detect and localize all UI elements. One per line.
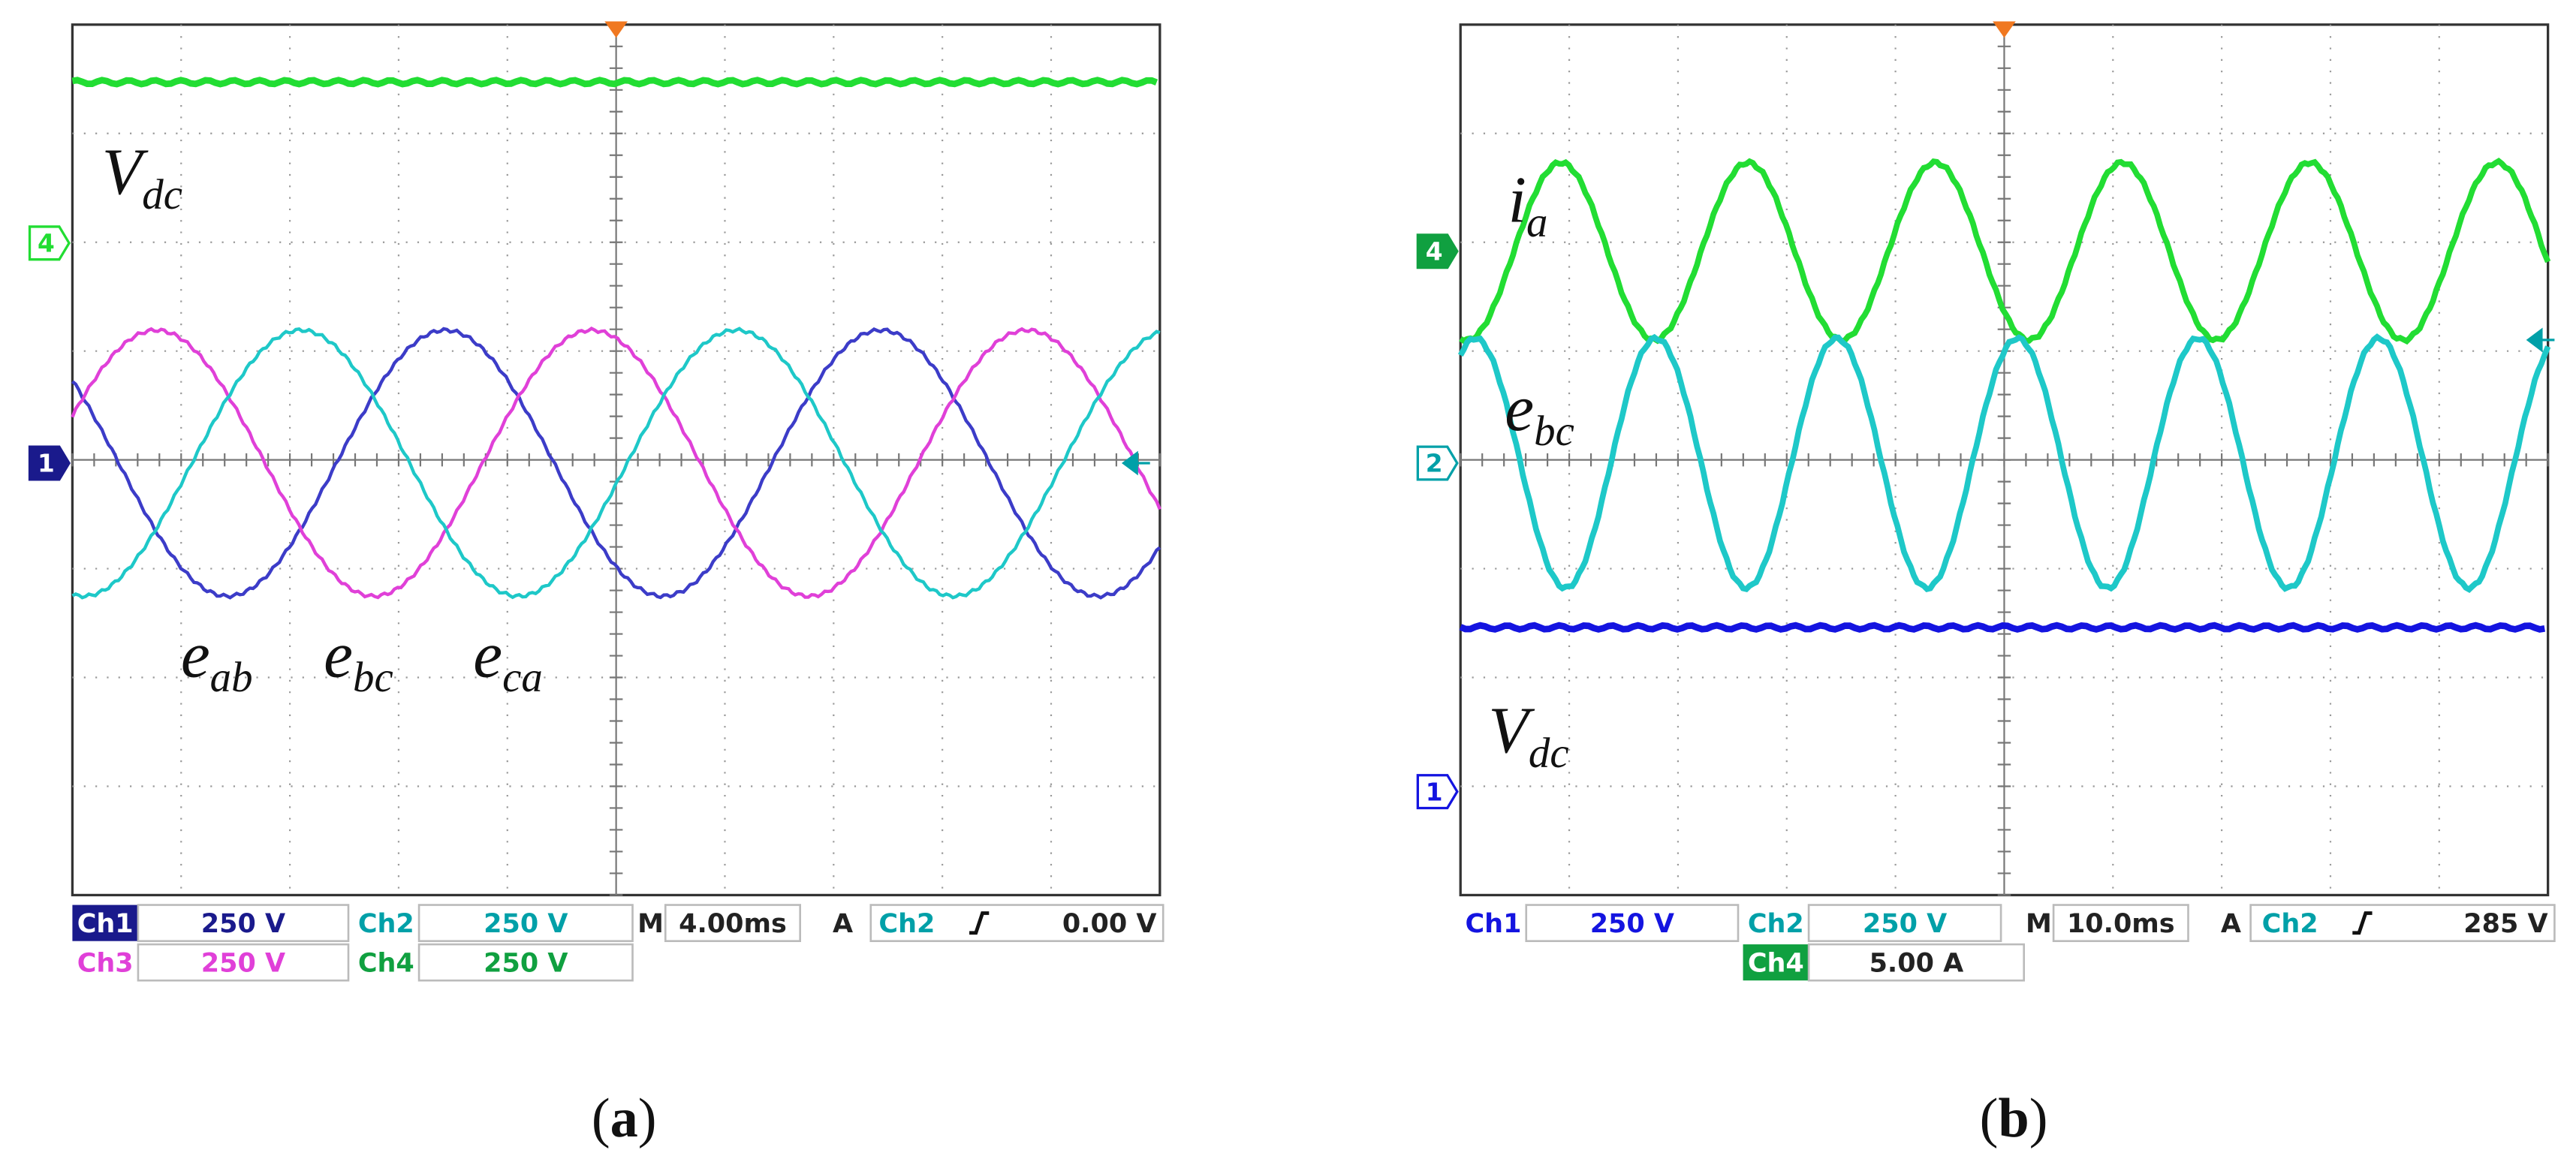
dc-trace [1459,622,2545,633]
caption-letter: a [610,1088,638,1149]
label-subscript: a [1526,199,1547,246]
channel-marker [1416,233,1459,269]
caption-paren: ( [1980,1088,1999,1149]
trigger-position [604,21,628,38]
readout-box [137,904,350,943]
channel-badge [72,905,138,941]
readout-text: Ch2 [1748,909,1804,939]
readout-text: A [833,909,853,939]
trace-label: ebc [324,618,393,701]
channel-marker-label: 1 [38,450,55,478]
trace-label: Vdc [1488,694,1568,777]
label-main: e [473,618,502,691]
label-main: V [1488,694,1535,766]
channel-badge [1743,944,1809,981]
trace-label: eab [181,618,253,701]
label-subscript: bc [1534,408,1574,455]
label-subscript: ab [210,654,253,701]
label-subscript: dc [142,171,182,218]
readout-text: 10.0ms [2067,909,2175,939]
panel-caption: (a) [592,1088,657,1149]
caption-letter: b [1998,1088,2029,1149]
readout-value: 285 V [2463,909,2547,939]
readout-text: Ch1 [1466,909,1522,939]
trace-label: Vdc [102,135,182,218]
readout-text: 4.00ms [679,909,787,939]
label-main: e [181,618,210,691]
readout-text: 250 V [1863,909,1947,939]
trace-label: ebc [1505,372,1574,455]
trigger-slope-icon [969,911,990,935]
label-main: i [1508,163,1526,236]
label-main: e [324,618,353,691]
label-subscript: dc [1529,730,1569,777]
label-main: V [102,135,149,208]
channel-marker [1416,774,1459,810]
trigger-slope-icon [2352,911,2373,935]
panel-caption: (b) [1980,1088,2048,1149]
ac-trace [71,327,1161,600]
readout-box [137,943,350,982]
caption-paren: ) [2029,1088,2048,1149]
readout-value: 0.00 V [1062,909,1157,939]
readout-box [1807,943,2026,982]
readout-text: Ch3 [77,948,134,978]
readout-text: Ch2 [2262,909,2318,939]
readout-text: 250 V [1590,909,1674,939]
channel-marker [28,445,71,481]
scope-panel: 4 2 1 ia ebc Vdc Ch1 250 V Ch2 250 V M 10.0ms A Ch2 28… [1416,21,2556,1149]
readout-box [664,904,801,943]
readout-text: A [2221,909,2241,939]
readout-box [1525,904,1740,943]
caption-paren: ( [592,1088,610,1149]
label-subscript: bc [353,654,393,701]
channel-marker [28,225,71,261]
dc-trace [71,77,1158,88]
trigger-level [1121,450,1150,476]
channel-marker-label: 4 [38,230,55,258]
readout-text: Ch2 [358,909,414,939]
readout-text: Ch4 [1748,948,1804,978]
readout-box [417,904,634,943]
readout-text: M [637,909,664,939]
readout-box [1807,904,2002,943]
ac-trace [1457,333,2551,593]
ac-trace [71,327,1161,600]
channel-marker [1416,445,1459,481]
readout-text: Ch1 [77,909,134,939]
readout-text: 250 V [484,909,568,939]
ac-trace [1459,157,2551,345]
readout-text: 250 V [201,909,285,939]
readout-text: M [2026,909,2052,939]
readout-text: 250 V [484,948,568,978]
ac-trace [71,327,1161,600]
readout-text: Ch2 [878,909,935,939]
readout-box [417,943,634,982]
readout-box [869,904,1164,943]
trigger-level [2526,327,2555,353]
readout-text: 5.00 A [1869,948,1964,978]
label-main: e [1505,372,1534,444]
channel-marker-label: 4 [1426,237,1443,266]
trace-label: ia [1508,163,1548,246]
readout-text: Ch4 [358,948,414,978]
trace-label: eca [473,618,543,701]
label-subscript: ca [502,654,543,701]
trigger-position [1993,21,2016,38]
channel-marker-label: 2 [1426,450,1443,478]
readout-box [2249,904,2556,943]
readout-text: 250 V [201,948,285,978]
readout-box [2052,904,2189,943]
channel-marker-label: 1 [1426,778,1443,806]
caption-paren: ) [638,1088,657,1149]
